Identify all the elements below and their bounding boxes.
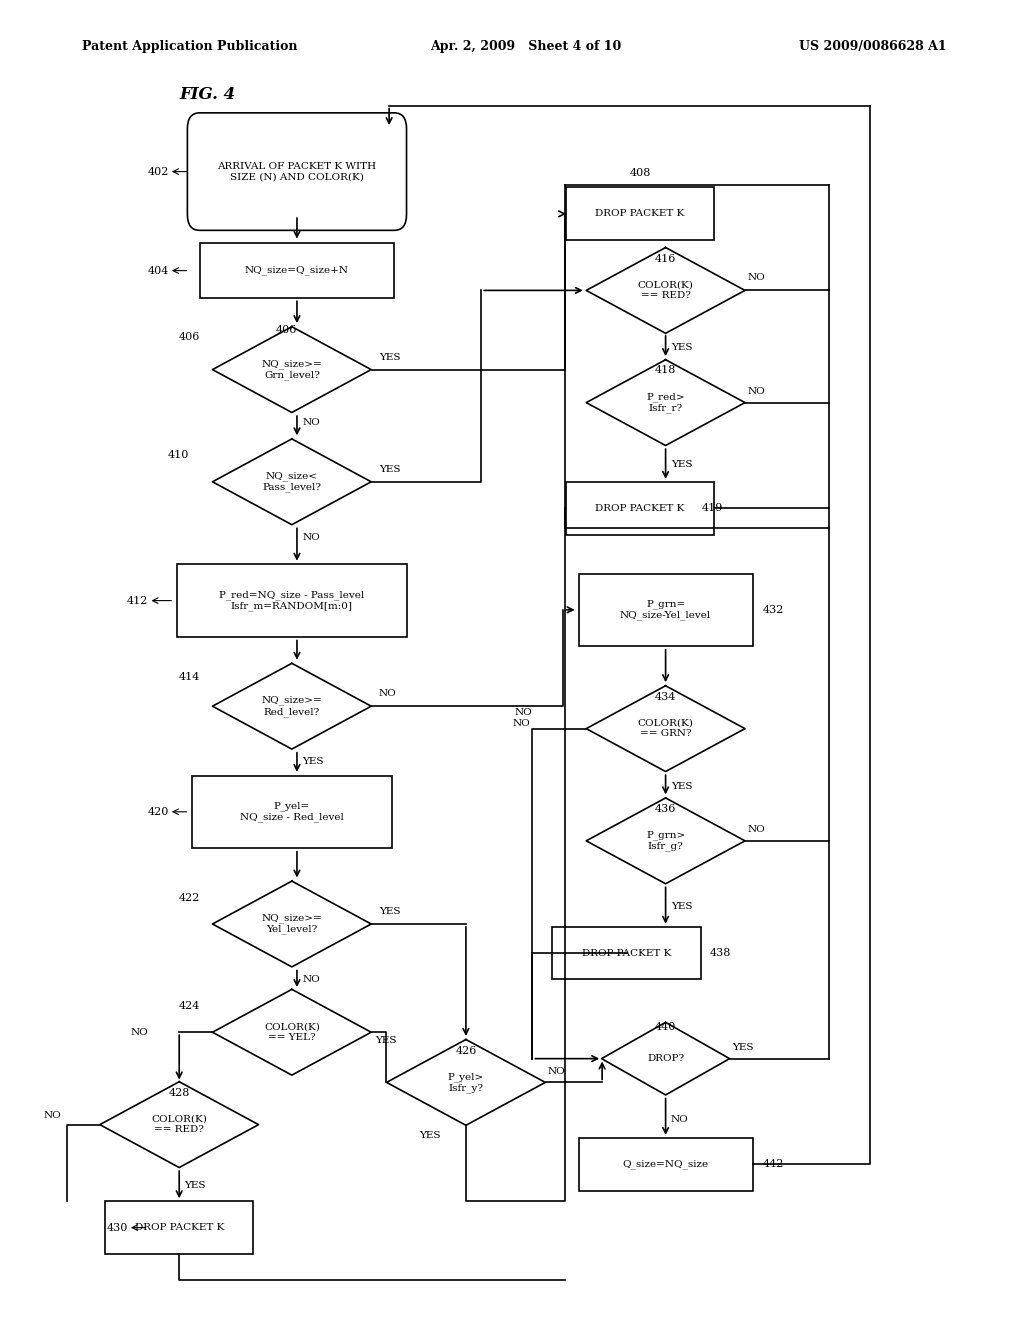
Polygon shape xyxy=(212,990,371,1074)
Text: 440: 440 xyxy=(655,1022,676,1032)
Text: Q_size=NQ_size: Q_size=NQ_size xyxy=(623,1159,709,1170)
Text: COLOR(K)
== GRN?: COLOR(K) == GRN? xyxy=(638,719,693,738)
Bar xyxy=(579,573,753,645)
Bar xyxy=(176,564,407,636)
Polygon shape xyxy=(586,797,745,884)
Text: NO: NO xyxy=(748,387,765,396)
Polygon shape xyxy=(586,248,745,333)
Polygon shape xyxy=(602,1022,729,1096)
Text: YES: YES xyxy=(419,1131,440,1139)
Text: YES: YES xyxy=(671,783,692,791)
Text: NO: NO xyxy=(513,719,530,727)
Text: US 2009/0086628 A1: US 2009/0086628 A1 xyxy=(799,40,946,53)
Text: NO: NO xyxy=(302,533,319,541)
Text: YES: YES xyxy=(671,461,692,469)
Bar xyxy=(565,187,715,240)
Bar xyxy=(104,1201,254,1254)
Text: P_grn>
Isfr_g?: P_grn> Isfr_g? xyxy=(646,830,685,851)
Text: 412: 412 xyxy=(127,595,148,606)
Text: 402: 402 xyxy=(147,166,169,177)
Text: P_yel=
NQ_size - Red_level: P_yel= NQ_size - Red_level xyxy=(240,801,344,822)
Text: DROP PACKET K: DROP PACKET K xyxy=(595,210,685,218)
Bar xyxy=(579,1138,753,1191)
Text: NO: NO xyxy=(302,418,319,426)
Text: NO: NO xyxy=(44,1111,61,1119)
Polygon shape xyxy=(212,882,371,966)
Text: FIG. 4: FIG. 4 xyxy=(179,86,236,103)
Polygon shape xyxy=(212,663,371,750)
Text: 408: 408 xyxy=(630,168,650,178)
Text: DROP?: DROP? xyxy=(647,1055,684,1063)
Text: NO: NO xyxy=(748,825,765,834)
FancyBboxPatch shape xyxy=(187,114,407,230)
Text: 442: 442 xyxy=(763,1159,784,1170)
Text: P_yel>
Isfr_y?: P_yel> Isfr_y? xyxy=(447,1072,484,1093)
Text: Apr. 2, 2009   Sheet 4 of 10: Apr. 2, 2009 Sheet 4 of 10 xyxy=(430,40,622,53)
Polygon shape xyxy=(387,1040,545,1125)
Text: COLOR(K)
== RED?: COLOR(K) == RED? xyxy=(152,1115,207,1134)
Text: 404: 404 xyxy=(147,265,169,276)
Text: NO: NO xyxy=(379,689,396,698)
Text: YES: YES xyxy=(732,1043,754,1052)
Text: NO: NO xyxy=(548,1067,565,1076)
Text: YES: YES xyxy=(379,465,400,474)
Bar xyxy=(553,927,700,979)
Text: YES: YES xyxy=(671,903,692,911)
Text: NQ_size=Q_size+N: NQ_size=Q_size+N xyxy=(245,265,349,276)
Text: YES: YES xyxy=(379,907,400,916)
Text: 434: 434 xyxy=(655,692,676,702)
Text: YES: YES xyxy=(379,352,400,362)
Text: 428: 428 xyxy=(169,1088,189,1098)
Text: DROP PACKET K: DROP PACKET K xyxy=(134,1224,224,1232)
Text: COLOR(K)
== YEL?: COLOR(K) == YEL? xyxy=(264,1023,319,1041)
Text: NO: NO xyxy=(515,709,532,717)
Text: P_red=NQ_size - Pass_level
Isfr_m=RANDOM[m:0]: P_red=NQ_size - Pass_level Isfr_m=RANDOM… xyxy=(219,590,365,611)
Text: P_grn=
NQ_size-Yel_level: P_grn= NQ_size-Yel_level xyxy=(620,599,712,620)
Text: 438: 438 xyxy=(710,948,731,958)
Text: NO: NO xyxy=(671,1115,688,1123)
Text: YES: YES xyxy=(375,1036,396,1044)
Polygon shape xyxy=(212,327,371,412)
Text: 422: 422 xyxy=(178,892,200,903)
Polygon shape xyxy=(99,1082,258,1168)
Text: NQ_size>=
Yel_level?: NQ_size>= Yel_level? xyxy=(261,913,323,935)
Text: 430: 430 xyxy=(106,1222,128,1233)
Text: 419: 419 xyxy=(701,503,723,513)
Text: NO: NO xyxy=(131,1028,148,1036)
Text: YES: YES xyxy=(302,758,324,766)
Polygon shape xyxy=(212,438,371,524)
Text: 418: 418 xyxy=(655,364,676,375)
Text: NO: NO xyxy=(302,975,319,983)
Text: 414: 414 xyxy=(178,672,200,682)
Text: YES: YES xyxy=(184,1181,206,1189)
Text: 426: 426 xyxy=(456,1045,476,1056)
Text: DROP PACKET K: DROP PACKET K xyxy=(595,504,685,512)
Text: 416: 416 xyxy=(655,253,676,264)
Text: 406: 406 xyxy=(275,325,297,335)
Text: 436: 436 xyxy=(655,804,676,814)
Text: ARRIVAL OF PACKET K WITH
SIZE (N) AND COLOR(K): ARRIVAL OF PACKET K WITH SIZE (N) AND CO… xyxy=(217,162,377,181)
Text: 424: 424 xyxy=(178,1001,200,1011)
Polygon shape xyxy=(586,360,745,446)
Text: NQ_size>=
Red_level?: NQ_size>= Red_level? xyxy=(261,696,323,717)
Bar xyxy=(565,482,715,535)
Bar xyxy=(191,776,391,849)
Text: 432: 432 xyxy=(763,605,784,615)
Text: YES: YES xyxy=(671,343,692,351)
Text: NQ_size>=
Grn_level?: NQ_size>= Grn_level? xyxy=(261,359,323,380)
Text: P_red>
Isfr_r?: P_red> Isfr_r? xyxy=(646,392,685,413)
Text: 420: 420 xyxy=(147,807,169,817)
Text: NQ_size<
Pass_level?: NQ_size< Pass_level? xyxy=(262,471,322,492)
Polygon shape xyxy=(586,685,745,771)
Text: DROP PACKET K: DROP PACKET K xyxy=(582,949,672,957)
Text: COLOR(K)
== RED?: COLOR(K) == RED? xyxy=(638,281,693,300)
Text: 406: 406 xyxy=(178,331,200,342)
Text: Patent Application Publication: Patent Application Publication xyxy=(82,40,297,53)
Text: NO: NO xyxy=(748,273,765,282)
Text: 410: 410 xyxy=(168,450,189,461)
Bar xyxy=(200,243,394,298)
